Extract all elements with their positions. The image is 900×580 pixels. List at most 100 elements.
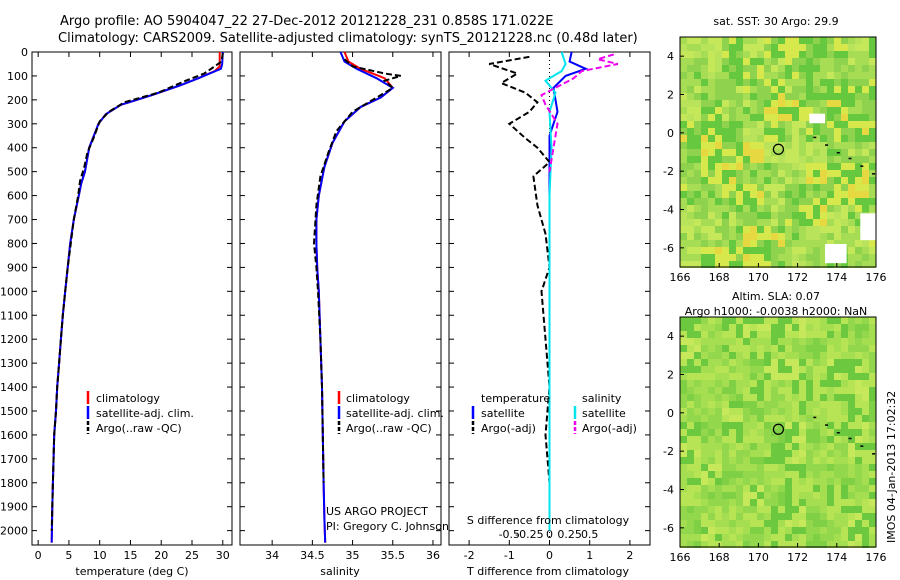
map-cell <box>743 471 750 478</box>
map-cell <box>827 485 834 492</box>
map-cell <box>834 415 841 422</box>
map-cell <box>757 499 764 506</box>
map-cell <box>855 58 862 65</box>
map-cell <box>806 128 813 135</box>
map-cell <box>729 51 736 58</box>
y-tick-label: 300 <box>7 118 28 131</box>
map-cell <box>743 261 750 268</box>
map-cell <box>701 415 708 422</box>
map-cell <box>764 58 771 65</box>
map-cell <box>834 513 841 520</box>
map-cell <box>827 359 834 366</box>
map-cell <box>722 177 729 184</box>
map-cell <box>813 44 820 51</box>
map-cell <box>729 387 736 394</box>
map-cell <box>792 107 799 114</box>
map-cell <box>827 464 834 471</box>
map-cell <box>820 408 827 415</box>
map-cell <box>701 450 708 457</box>
map-cell <box>764 415 771 422</box>
map-cell <box>827 534 834 541</box>
legend-s-argo-label: Argo(-adj) <box>582 422 637 435</box>
map-cell <box>687 233 694 240</box>
map-cell <box>757 331 764 338</box>
map-cell <box>687 107 694 114</box>
map-cell <box>799 394 806 401</box>
map-cell <box>715 177 722 184</box>
map-cell <box>771 506 778 513</box>
map-cell <box>785 233 792 240</box>
map-cell <box>778 100 785 107</box>
map-cell <box>792 394 799 401</box>
map-cell <box>757 317 764 324</box>
map-cell <box>834 401 841 408</box>
map-cell <box>799 205 806 212</box>
map-cell <box>715 163 722 170</box>
map-cell <box>715 366 722 373</box>
map-cell <box>827 107 834 114</box>
map-cell <box>701 128 708 135</box>
map-cell <box>799 149 806 156</box>
map-cell <box>757 443 764 450</box>
map-cell <box>750 191 757 198</box>
difference-legend: temperature satellite Argo(-adj) salinit… <box>471 392 637 435</box>
map-cell <box>722 51 729 58</box>
map-cell <box>778 212 785 219</box>
float-track-mark <box>860 445 864 447</box>
map-cell <box>785 366 792 373</box>
map-cell <box>813 534 820 541</box>
map-cell <box>855 345 862 352</box>
map-cell <box>708 93 715 100</box>
map-cell <box>848 317 855 324</box>
map-cell <box>771 401 778 408</box>
argo-position-marker <box>772 143 785 155</box>
map-cell <box>736 261 743 268</box>
map-cell <box>729 443 736 450</box>
map-cell <box>792 429 799 436</box>
map-cell <box>694 58 701 65</box>
map-cell <box>729 107 736 114</box>
map-cell <box>841 191 848 198</box>
map-cell <box>771 387 778 394</box>
map-cell <box>708 44 715 51</box>
map-cell <box>771 212 778 219</box>
map-cell <box>820 359 827 366</box>
map-cell <box>708 394 715 401</box>
map-cell <box>778 394 785 401</box>
map-cell <box>736 247 743 254</box>
map-cell <box>834 65 841 72</box>
map-cell <box>813 233 820 240</box>
map-cell <box>680 373 687 380</box>
map-cell <box>729 352 736 359</box>
map-cell <box>848 37 855 44</box>
map-cell <box>799 72 806 79</box>
lat-tick-label: 0 <box>667 127 674 140</box>
map-cell <box>869 163 876 170</box>
map-cell <box>687 464 694 471</box>
map-cell <box>750 142 757 149</box>
map-cell <box>722 513 729 520</box>
map-cell <box>820 65 827 72</box>
y-tick-label: 600 <box>7 190 28 203</box>
map-cell <box>687 128 694 135</box>
map-cell <box>715 93 722 100</box>
map-cell <box>687 37 694 44</box>
map-cell <box>785 44 792 51</box>
map-cell <box>820 352 827 359</box>
map-cell <box>827 436 834 443</box>
map-cell <box>806 345 813 352</box>
x-tick-label: 34 <box>265 549 279 562</box>
map-cell <box>729 457 736 464</box>
map-cell <box>862 527 869 534</box>
map-cell <box>736 135 743 142</box>
lat-tick-label: -4 <box>663 484 674 497</box>
map-cell <box>694 317 701 324</box>
map-cell <box>862 436 869 443</box>
map-cell <box>806 79 813 86</box>
map-cell <box>757 226 764 233</box>
map-cell <box>708 338 715 345</box>
map-cell <box>785 415 792 422</box>
map-cell <box>799 464 806 471</box>
map-cell <box>848 226 855 233</box>
map-cell <box>694 457 701 464</box>
